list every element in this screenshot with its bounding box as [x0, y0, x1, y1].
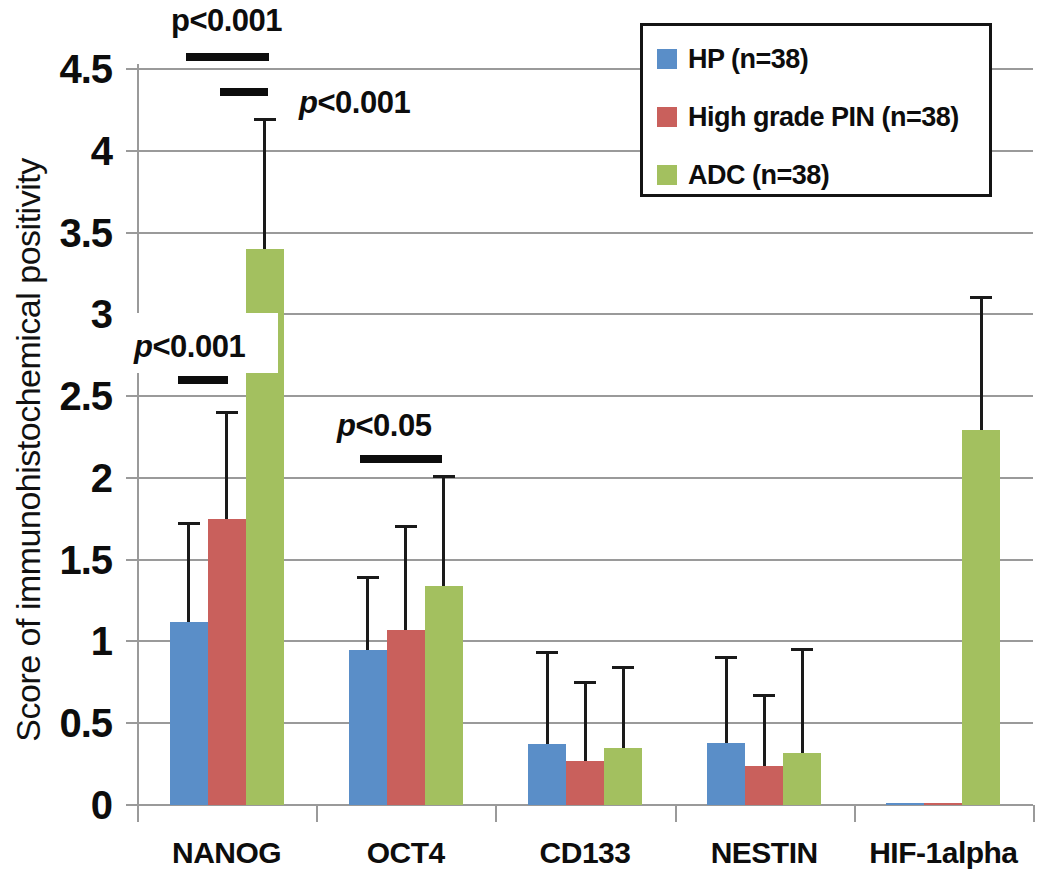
- significance-label-nanog-hp-adc: p<0.001: [130, 4, 323, 38]
- y-tick-label-3.5: 3.5: [0, 212, 112, 254]
- bar-pin-nanog: [208, 519, 246, 805]
- y-tick-label-1.5: 1.5: [0, 539, 112, 581]
- significance-label-nanog-pin-adc: p<0.001: [299, 86, 410, 120]
- bar-pin-nestin: [745, 766, 783, 805]
- x-category-label-nanog: NANOG: [137, 836, 317, 870]
- bar-adc-oct4: [425, 586, 463, 805]
- error-bar-cap-adc-hif-1alpha: [970, 296, 992, 299]
- x-axis-tick: [854, 805, 856, 822]
- error-bar-cap-pin-oct4: [395, 525, 417, 528]
- y-tick-label-2: 2: [0, 457, 112, 499]
- error-bar-adc-hif-1alpha: [980, 298, 983, 430]
- error-bar-adc-oct4: [442, 476, 445, 586]
- legend-item-high-grade-pin: High grade PIN (n=38): [657, 105, 959, 129]
- error-bar-cap-adc-oct4: [433, 475, 455, 478]
- significance-label-oct4-hp-adc: p<0.05: [337, 409, 431, 443]
- legend-label-high-grade-pin: High grade PIN (n=38): [688, 102, 959, 133]
- significance-label-nanog-hp-pin: p<0.001: [134, 330, 245, 364]
- legend-label-adc: ADC (n=38): [688, 160, 829, 191]
- error-bar-pin-oct4: [404, 527, 407, 630]
- y-tick-label-3: 3: [0, 293, 112, 335]
- bar-pin-cd133: [566, 761, 604, 805]
- y-tick-label-4.5: 4.5: [0, 48, 112, 90]
- x-axis-tick: [675, 805, 677, 822]
- error-bar-cap-adc-nestin: [791, 648, 813, 651]
- error-bar-cap-hp-nestin: [715, 656, 737, 659]
- error-bar-cap-hp-oct4: [357, 576, 379, 579]
- bar-hp-oct4: [349, 650, 387, 805]
- x-category-label-oct4: OCT4: [316, 836, 496, 870]
- legend-swatch-hp: [657, 49, 677, 69]
- y-tick-label-4: 4: [0, 130, 112, 172]
- significance-bar-oct4-hp-adc: [360, 455, 442, 463]
- significance-bar-nanog-hp-adc: [186, 53, 269, 61]
- gridline-3.5: [126, 232, 1033, 234]
- bar-hp-cd133: [528, 744, 566, 805]
- x-axis-tick: [137, 805, 139, 822]
- error-bar-cap-hp-nanog: [178, 522, 200, 525]
- error-bar-pin-nestin: [763, 695, 766, 765]
- bar-pin-oct4: [387, 630, 425, 805]
- error-bar-cap-pin-nanog: [216, 411, 238, 414]
- error-bar-cap-hp-cd133: [536, 651, 558, 654]
- y-tick-label-0.5: 0.5: [0, 702, 112, 744]
- x-category-label-nestin: NESTIN: [674, 836, 854, 870]
- y-tick-label-0: 0: [0, 784, 112, 826]
- significance-bar-nanog-pin-adc: [220, 88, 268, 96]
- legend-item-adc: ADC (n=38): [657, 163, 829, 187]
- bar-hp-hif-1alpha: [886, 803, 924, 805]
- legend-label-hp: HP (n=38): [688, 44, 808, 75]
- x-axis-tick: [1033, 805, 1035, 822]
- error-bar-cap-adc-nanog: [254, 118, 276, 121]
- p-symbol: p: [134, 329, 152, 364]
- y-tick-label-1: 1: [0, 620, 112, 662]
- legend-swatch-adc: [657, 165, 677, 185]
- error-bar-adc-nestin: [801, 650, 804, 753]
- error-bar-hp-nestin: [725, 658, 728, 743]
- x-category-label-cd133: CD133: [495, 836, 675, 870]
- error-bar-adc-cd133: [622, 668, 625, 748]
- x-axis-tick: [316, 805, 318, 822]
- p-value-text: <0.05: [355, 408, 431, 443]
- bar-adc-cd133: [604, 748, 642, 805]
- bar-chart-figure: Score of immunohistochemical positivity …: [0, 0, 1040, 877]
- p-symbol: p: [171, 3, 189, 38]
- significance-bar-nanog-hp-pin: [178, 376, 228, 384]
- p-symbol: p: [337, 408, 355, 443]
- error-bar-cap-adc-cd133: [612, 666, 634, 669]
- error-bar-hp-oct4: [366, 578, 369, 650]
- bar-hp-nanog: [170, 622, 208, 805]
- x-axis-tick: [495, 805, 497, 822]
- error-bar-hp-nanog: [187, 524, 190, 622]
- error-bar-pin-nanog: [225, 412, 228, 518]
- legend: HP (n=38) High grade PIN (n=38) ADC (n=3…: [640, 23, 992, 197]
- p-symbol: p: [299, 85, 317, 120]
- error-bar-adc-nanog: [263, 120, 266, 249]
- p-value-text: <0.001: [152, 329, 245, 364]
- bar-pin-hif-1alpha: [924, 803, 962, 805]
- bar-hp-nestin: [707, 743, 745, 805]
- y-axis-line: [137, 64, 139, 806]
- y-tick-label-2.5: 2.5: [0, 375, 112, 417]
- bar-adc-nestin: [783, 753, 821, 805]
- error-bar-cap-pin-nestin: [753, 694, 775, 697]
- legend-item-hp: HP (n=38): [657, 47, 808, 71]
- p-value-text: <0.001: [189, 3, 282, 38]
- error-bar-cap-pin-cd133: [574, 681, 596, 684]
- error-bar-pin-cd133: [584, 682, 587, 761]
- x-category-label-hif-1alpha: HIF-1alpha: [853, 836, 1033, 870]
- bar-adc-hif-1alpha: [962, 430, 1000, 805]
- error-bar-hp-cd133: [546, 653, 549, 745]
- legend-swatch-high-grade-pin: [657, 107, 677, 127]
- p-value-text: <0.001: [317, 85, 410, 120]
